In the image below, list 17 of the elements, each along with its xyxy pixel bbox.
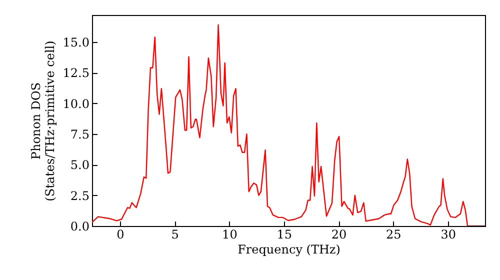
y-tick-label: 7.5 — [70, 127, 90, 142]
x-tick-label: 0 — [116, 228, 124, 242]
x-tick-label: 15 — [276, 228, 292, 242]
x-tick-label: 25 — [386, 228, 402, 242]
x-tick-label: 30 — [440, 228, 456, 242]
y-tick-label: 0.0 — [70, 220, 90, 234]
y-tick-label: 5.0 — [70, 158, 90, 172]
x-tick-label: 5 — [171, 228, 179, 242]
x-tick-label: 20 — [331, 228, 347, 242]
y-axis-title: Phonon DOS (States/THz·primitive cell) — [28, 40, 57, 202]
y-tick-label: 10.0 — [62, 96, 90, 111]
y-tick-label: 2.5 — [70, 188, 90, 203]
line-series — [92, 24, 485, 226]
y-tick-label: 12.5 — [62, 66, 90, 80]
x-tick-label: 10 — [222, 228, 238, 242]
x-axis-title: Frequency (THz) — [238, 242, 340, 256]
y-tick-label: 15.0 — [62, 35, 90, 50]
